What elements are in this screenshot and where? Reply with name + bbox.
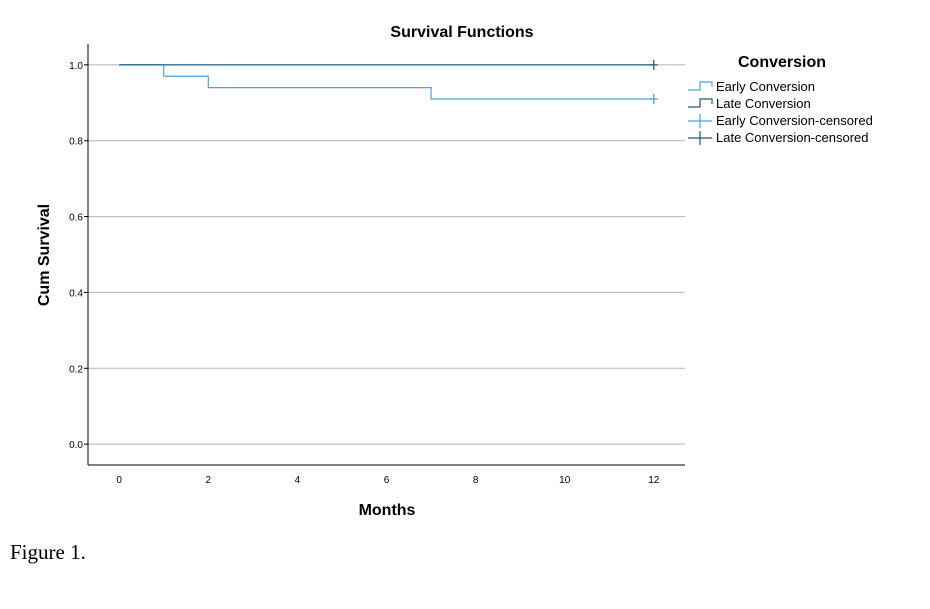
legend-label: Late Conversion — [716, 96, 811, 111]
legend-swatch — [688, 81, 713, 91]
x-axis-label: Months — [359, 502, 416, 519]
x-tick-label: 6 — [384, 475, 390, 486]
censor-mark — [649, 93, 658, 104]
legend-entry: Early Conversion-censored — [688, 113, 873, 128]
legend-title: Conversion — [738, 54, 826, 71]
series-line-early-conversion — [119, 64, 654, 100]
legend-label: Early Conversion — [716, 79, 815, 94]
legend-label: Late Conversion-censored — [716, 130, 868, 145]
y-tick-label: 0.2 — [69, 364, 83, 375]
legend-entry: Early Conversion — [688, 79, 815, 94]
legend-swatch — [688, 98, 713, 108]
series-lines — [119, 59, 658, 104]
chart-title: Survival Functions — [390, 24, 533, 41]
y-axis-label: Cum Survival — [36, 204, 53, 306]
y-tick-label: 1.0 — [69, 61, 83, 72]
legend-entry: Late Conversion-censored — [688, 130, 868, 145]
y-ticks: 0.0 0.2 0.4 0.6 0.8 1.0 — [69, 61, 88, 451]
y-tick-label: 0.8 — [69, 137, 83, 148]
x-tick-label: 0 — [116, 475, 122, 486]
y-tick-label: 0.6 — [69, 213, 83, 224]
x-tick-label: 8 — [473, 475, 479, 486]
x-tick-label: 12 — [648, 475, 660, 486]
y-tick-label: 0.0 — [69, 440, 83, 451]
censor-mark — [649, 59, 658, 70]
gridlines — [88, 64, 685, 445]
legend-label: Early Conversion-censored — [716, 113, 873, 128]
axes — [87, 44, 685, 466]
y-tick-label: 0.4 — [69, 288, 83, 299]
figure-caption: Figure 1. — [10, 540, 86, 564]
legend-entry: Late Conversion — [688, 96, 811, 111]
x-tick-label: 4 — [295, 475, 301, 486]
x-tick-label: 10 — [559, 475, 571, 486]
legend: Conversion Early Conversion Late Conversi… — [688, 54, 873, 145]
x-tick-label: 2 — [206, 475, 212, 486]
x-ticks: 0 2 4 6 8 10 12 — [116, 475, 659, 486]
